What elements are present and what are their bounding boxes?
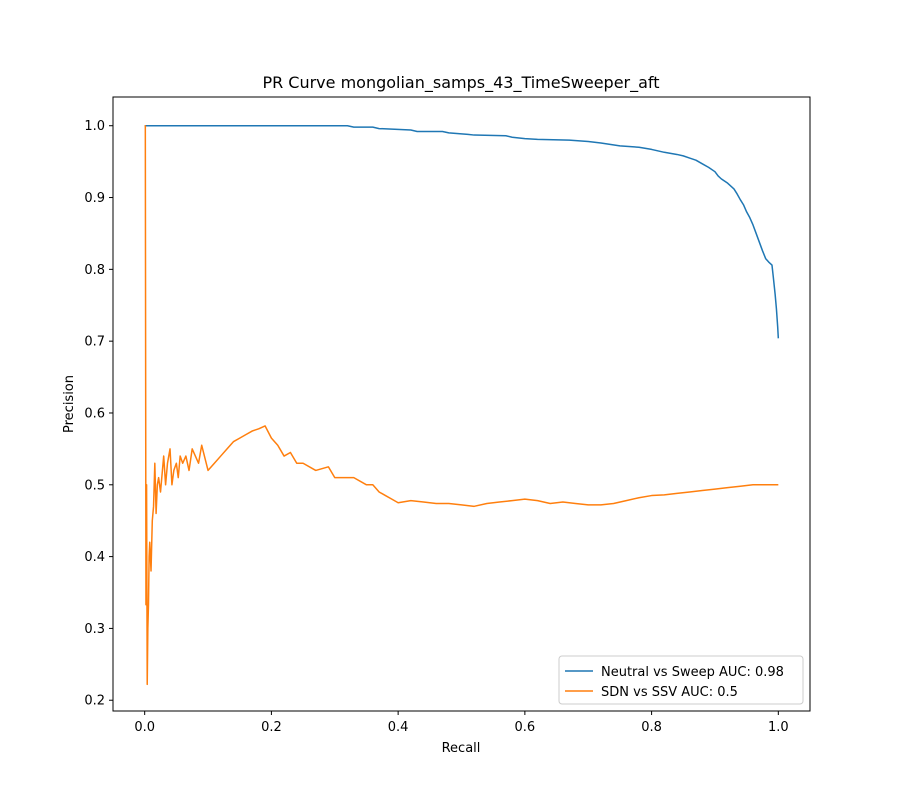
legend-label-sdn-vs-ssv: SDN vs SSV AUC: 0.5 xyxy=(601,685,738,700)
plot-area xyxy=(113,97,810,711)
y-tick-label: 0.2 xyxy=(84,694,105,709)
x-tick-label: 0.2 xyxy=(261,720,282,735)
y-tick-label: 0.5 xyxy=(84,478,105,493)
y-tick-label: 0.8 xyxy=(84,263,105,278)
x-axis-ticks: 0.0 0.2 0.4 0.6 0.8 1.0 xyxy=(134,711,788,735)
plot-background xyxy=(113,97,810,711)
x-tick-label: 0.8 xyxy=(641,720,662,735)
x-tick-label: 1.0 xyxy=(768,720,789,735)
chart-title: PR Curve mongolian_samps_43_TimeSweeper_… xyxy=(262,73,659,93)
y-axis-ticks: 0.2 0.3 0.4 0.5 0.6 0.7 0.8 0.9 1.0 xyxy=(84,119,113,709)
y-tick-label: 1.0 xyxy=(84,119,105,134)
x-tick-label: 0.0 xyxy=(134,720,155,735)
y-tick-label: 0.9 xyxy=(84,191,105,206)
y-axis-label: Precision xyxy=(62,375,77,433)
legend-label-neutral-vs-sweep: Neutral vs Sweep AUC: 0.98 xyxy=(601,665,784,680)
legend: Neutral vs Sweep AUC: 0.98 SDN vs SSV AU… xyxy=(559,656,803,704)
y-tick-label: 0.7 xyxy=(84,335,105,350)
x-tick-label: 0.4 xyxy=(388,720,409,735)
x-tick-label: 0.6 xyxy=(515,720,536,735)
x-axis-label: Recall xyxy=(442,741,481,756)
y-tick-label: 0.4 xyxy=(84,550,105,565)
y-tick-label: 0.3 xyxy=(84,622,105,637)
y-tick-label: 0.6 xyxy=(84,406,105,421)
